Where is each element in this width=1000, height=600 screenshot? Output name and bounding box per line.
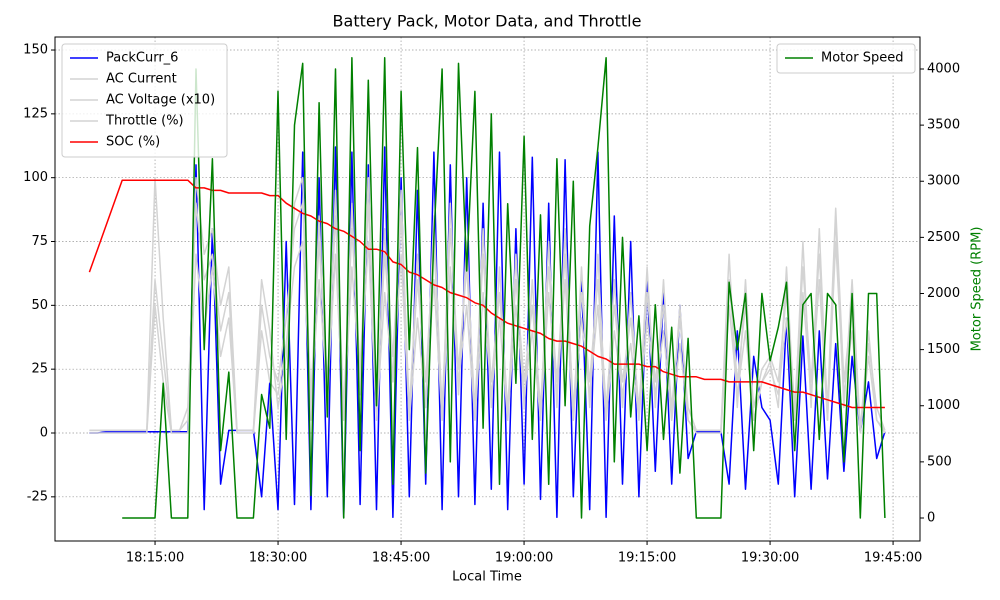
legend-box [776,43,916,74]
x-tick-label: 19:30:00 [741,551,799,566]
y-tick-label: -25 [27,489,48,504]
legend-label: SOC (%) [106,135,160,150]
legend-label: Motor Speed [821,51,903,66]
y-tick-label: 25 [31,362,48,377]
y2-tick-label: 3000 [927,174,960,189]
y2-tick-label: 2500 [927,230,960,245]
y2-tick-label: 500 [927,454,952,469]
y2-tick-label: 1000 [927,398,960,413]
plot-frame [54,36,921,542]
x-tick-label: 18:45:00 [372,551,430,566]
chart-title: Battery Pack, Motor Data, and Throttle [333,12,642,31]
series-line [122,57,886,519]
y2-axis-label: Motor Speed (RPM) [970,227,985,352]
y-tick-label: 75 [31,234,48,249]
series-line [89,240,886,434]
legend-label: PackCurr_6 [106,51,178,66]
series-line [89,202,886,432]
y2-tick-label: 1500 [927,342,960,357]
y-tick-label: 0 [40,426,48,441]
x-tick-label: 19:45:00 [864,551,922,566]
y2-tick-label: 0 [927,510,935,525]
x-axis-label: Local Time [452,570,522,585]
x-tick-label: 19:15:00 [618,551,676,566]
x-tick-label: 18:30:00 [249,551,307,566]
series-line [88,179,885,409]
y2-tick-label: 2000 [927,286,960,301]
y2-tick-label: 4000 [927,61,960,76]
x-tick-label: 19:00:00 [495,551,553,566]
y2-tick-label: 3500 [927,118,960,133]
y-tick-label: 50 [31,298,48,313]
y-tick-label: 150 [23,43,48,58]
legend-label: Throttle (%) [105,114,184,129]
y-tick-label: 125 [23,106,48,121]
x-tick-label: 18:15:00 [126,551,184,566]
legend-label: AC Current [106,72,177,87]
legend-label: AC Voltage (x10) [106,93,215,108]
legend-box [61,43,228,158]
y-tick-label: 100 [23,170,48,185]
